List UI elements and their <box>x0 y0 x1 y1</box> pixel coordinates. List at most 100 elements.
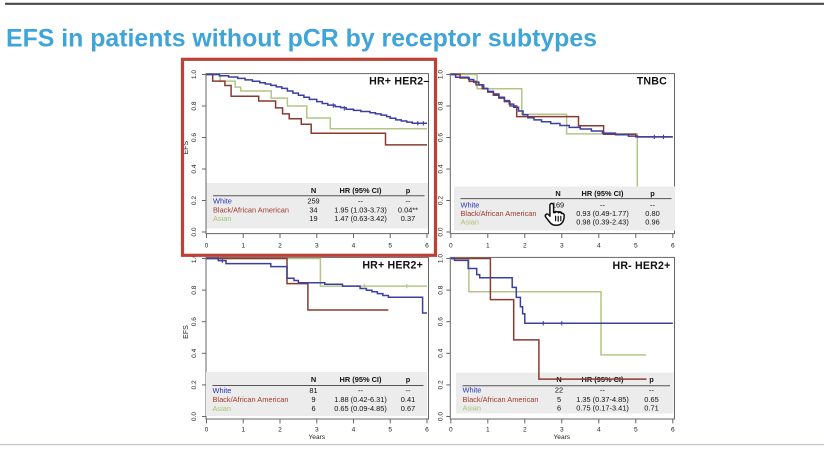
svg-text:1.0: 1.0 <box>438 70 445 79</box>
svg-text:White: White <box>463 386 482 395</box>
svg-text:6: 6 <box>671 426 675 433</box>
svg-text:1.95 (1.03-3.73): 1.95 (1.03-3.73) <box>334 205 387 214</box>
svg-text:0.8: 0.8 <box>191 285 198 294</box>
svg-text:1: 1 <box>486 242 490 249</box>
svg-text:0.2: 0.2 <box>191 196 198 205</box>
svg-text:--: -- <box>406 197 411 206</box>
svg-text:0.8: 0.8 <box>438 101 445 110</box>
svg-text:169: 169 <box>552 200 564 209</box>
svg-text:6: 6 <box>311 404 315 413</box>
svg-text:0: 0 <box>449 426 453 433</box>
svg-text:3: 3 <box>315 426 319 433</box>
svg-text:0.0: 0.0 <box>191 412 198 421</box>
svg-text:0.37: 0.37 <box>401 214 415 223</box>
svg-text:3: 3 <box>560 242 564 249</box>
svg-text:N: N <box>311 186 316 195</box>
svg-text:0.04**: 0.04** <box>398 205 418 214</box>
svg-text:0.0: 0.0 <box>191 227 198 236</box>
svg-text:0.6: 0.6 <box>438 133 445 142</box>
svg-text:0.4: 0.4 <box>191 164 198 173</box>
svg-text:0.65 (0.09-4.85): 0.65 (0.09-4.85) <box>334 404 387 413</box>
svg-text:2: 2 <box>278 242 282 249</box>
svg-text:2: 2 <box>523 426 527 433</box>
svg-text:3: 3 <box>560 426 564 433</box>
svg-text:3: 3 <box>315 242 319 249</box>
svg-text:1.0: 1.0 <box>191 70 198 79</box>
svg-text:0.6: 0.6 <box>191 317 198 326</box>
svg-text:--: -- <box>600 200 605 209</box>
svg-text:1: 1 <box>241 426 245 433</box>
svg-text:HR- HER2+: HR- HER2+ <box>612 260 670 272</box>
svg-text:0.0: 0.0 <box>438 227 445 236</box>
svg-text:Asian: Asian <box>461 218 480 227</box>
svg-text:1.0: 1.0 <box>191 254 198 263</box>
svg-text:0.2: 0.2 <box>438 380 445 389</box>
svg-text:6: 6 <box>671 242 675 249</box>
svg-text:--: -- <box>406 386 411 395</box>
svg-text:81: 81 <box>309 386 317 395</box>
svg-text:34: 34 <box>309 205 317 214</box>
svg-text:0.75 (0.17-3.41): 0.75 (0.17-3.41) <box>576 404 629 413</box>
svg-text:p: p <box>406 375 411 384</box>
svg-text:0.67: 0.67 <box>401 404 415 413</box>
svg-text:EFS: EFS <box>183 325 190 339</box>
svg-text:2: 2 <box>523 242 527 249</box>
svg-text:6: 6 <box>557 404 561 413</box>
svg-text:TNBC: TNBC <box>637 76 667 88</box>
svg-text:Black/African American: Black/African American <box>463 395 539 404</box>
svg-text:Black/African American: Black/African American <box>213 205 289 214</box>
svg-text:Asian: Asian <box>463 404 482 413</box>
svg-text:5: 5 <box>388 242 392 249</box>
svg-text:5: 5 <box>557 395 561 404</box>
svg-text:0: 0 <box>205 242 209 249</box>
svg-text:N: N <box>555 189 560 198</box>
svg-text:22: 22 <box>555 386 563 395</box>
svg-text:--: -- <box>600 386 605 395</box>
svg-text:0.6: 0.6 <box>438 317 445 326</box>
svg-text:HR+ HER2–: HR+ HER2– <box>369 76 429 88</box>
svg-text:White: White <box>213 386 232 395</box>
svg-text:p: p <box>650 189 655 198</box>
svg-text:Black/African American: Black/African American <box>213 395 289 404</box>
svg-text:--: -- <box>650 200 655 209</box>
svg-text:259: 259 <box>307 197 319 206</box>
svg-text:0.96: 0.96 <box>645 218 659 227</box>
svg-text:0.93 (0.49-1.77): 0.93 (0.49-1.77) <box>576 209 629 218</box>
svg-text:0.4: 0.4 <box>191 348 198 357</box>
svg-text:HR+ HER2+: HR+ HER2+ <box>362 259 423 271</box>
svg-text:1.88 (0.42-6.31): 1.88 (0.42-6.31) <box>334 395 387 404</box>
svg-text:--: -- <box>358 386 363 395</box>
svg-text:Years: Years <box>308 434 325 441</box>
svg-text:5: 5 <box>388 426 392 433</box>
svg-text:4: 4 <box>597 242 601 249</box>
svg-text:Black/African American: Black/African American <box>461 209 537 218</box>
svg-text:--: -- <box>649 386 654 395</box>
svg-text:Asian: Asian <box>213 404 232 413</box>
svg-text:1: 1 <box>486 426 490 433</box>
svg-text:--: -- <box>358 197 363 206</box>
svg-text:0: 0 <box>449 242 453 249</box>
svg-text:0.41: 0.41 <box>401 395 415 404</box>
svg-text:6: 6 <box>425 426 429 433</box>
svg-text:0.4: 0.4 <box>438 164 445 173</box>
svg-text:4: 4 <box>352 242 356 249</box>
svg-text:0.71: 0.71 <box>644 404 658 413</box>
svg-text:1.35 (0.37-4.85): 1.35 (0.37-4.85) <box>576 395 629 404</box>
svg-text:4: 4 <box>352 426 356 433</box>
svg-text:Years: Years <box>553 434 570 441</box>
svg-text:4: 4 <box>597 426 601 433</box>
svg-text:0.8: 0.8 <box>438 285 445 294</box>
svg-text:0.65: 0.65 <box>644 395 658 404</box>
svg-text:0.98 (0.39-2.43): 0.98 (0.39-2.43) <box>576 218 629 227</box>
svg-text:EFS: EFS <box>183 141 190 155</box>
svg-text:5: 5 <box>634 426 638 433</box>
svg-text:HR (95% CI): HR (95% CI) <box>340 186 382 195</box>
svg-text:1.0: 1.0 <box>438 254 445 263</box>
svg-text:0.6: 0.6 <box>191 133 198 142</box>
svg-text:0.2: 0.2 <box>191 380 198 389</box>
svg-text:Asian: Asian <box>213 214 232 223</box>
svg-text:0.4: 0.4 <box>438 348 445 357</box>
svg-text:N: N <box>311 375 316 384</box>
svg-text:1.47 (0.63-3.42): 1.47 (0.63-3.42) <box>334 214 387 223</box>
svg-text:2: 2 <box>278 426 282 433</box>
